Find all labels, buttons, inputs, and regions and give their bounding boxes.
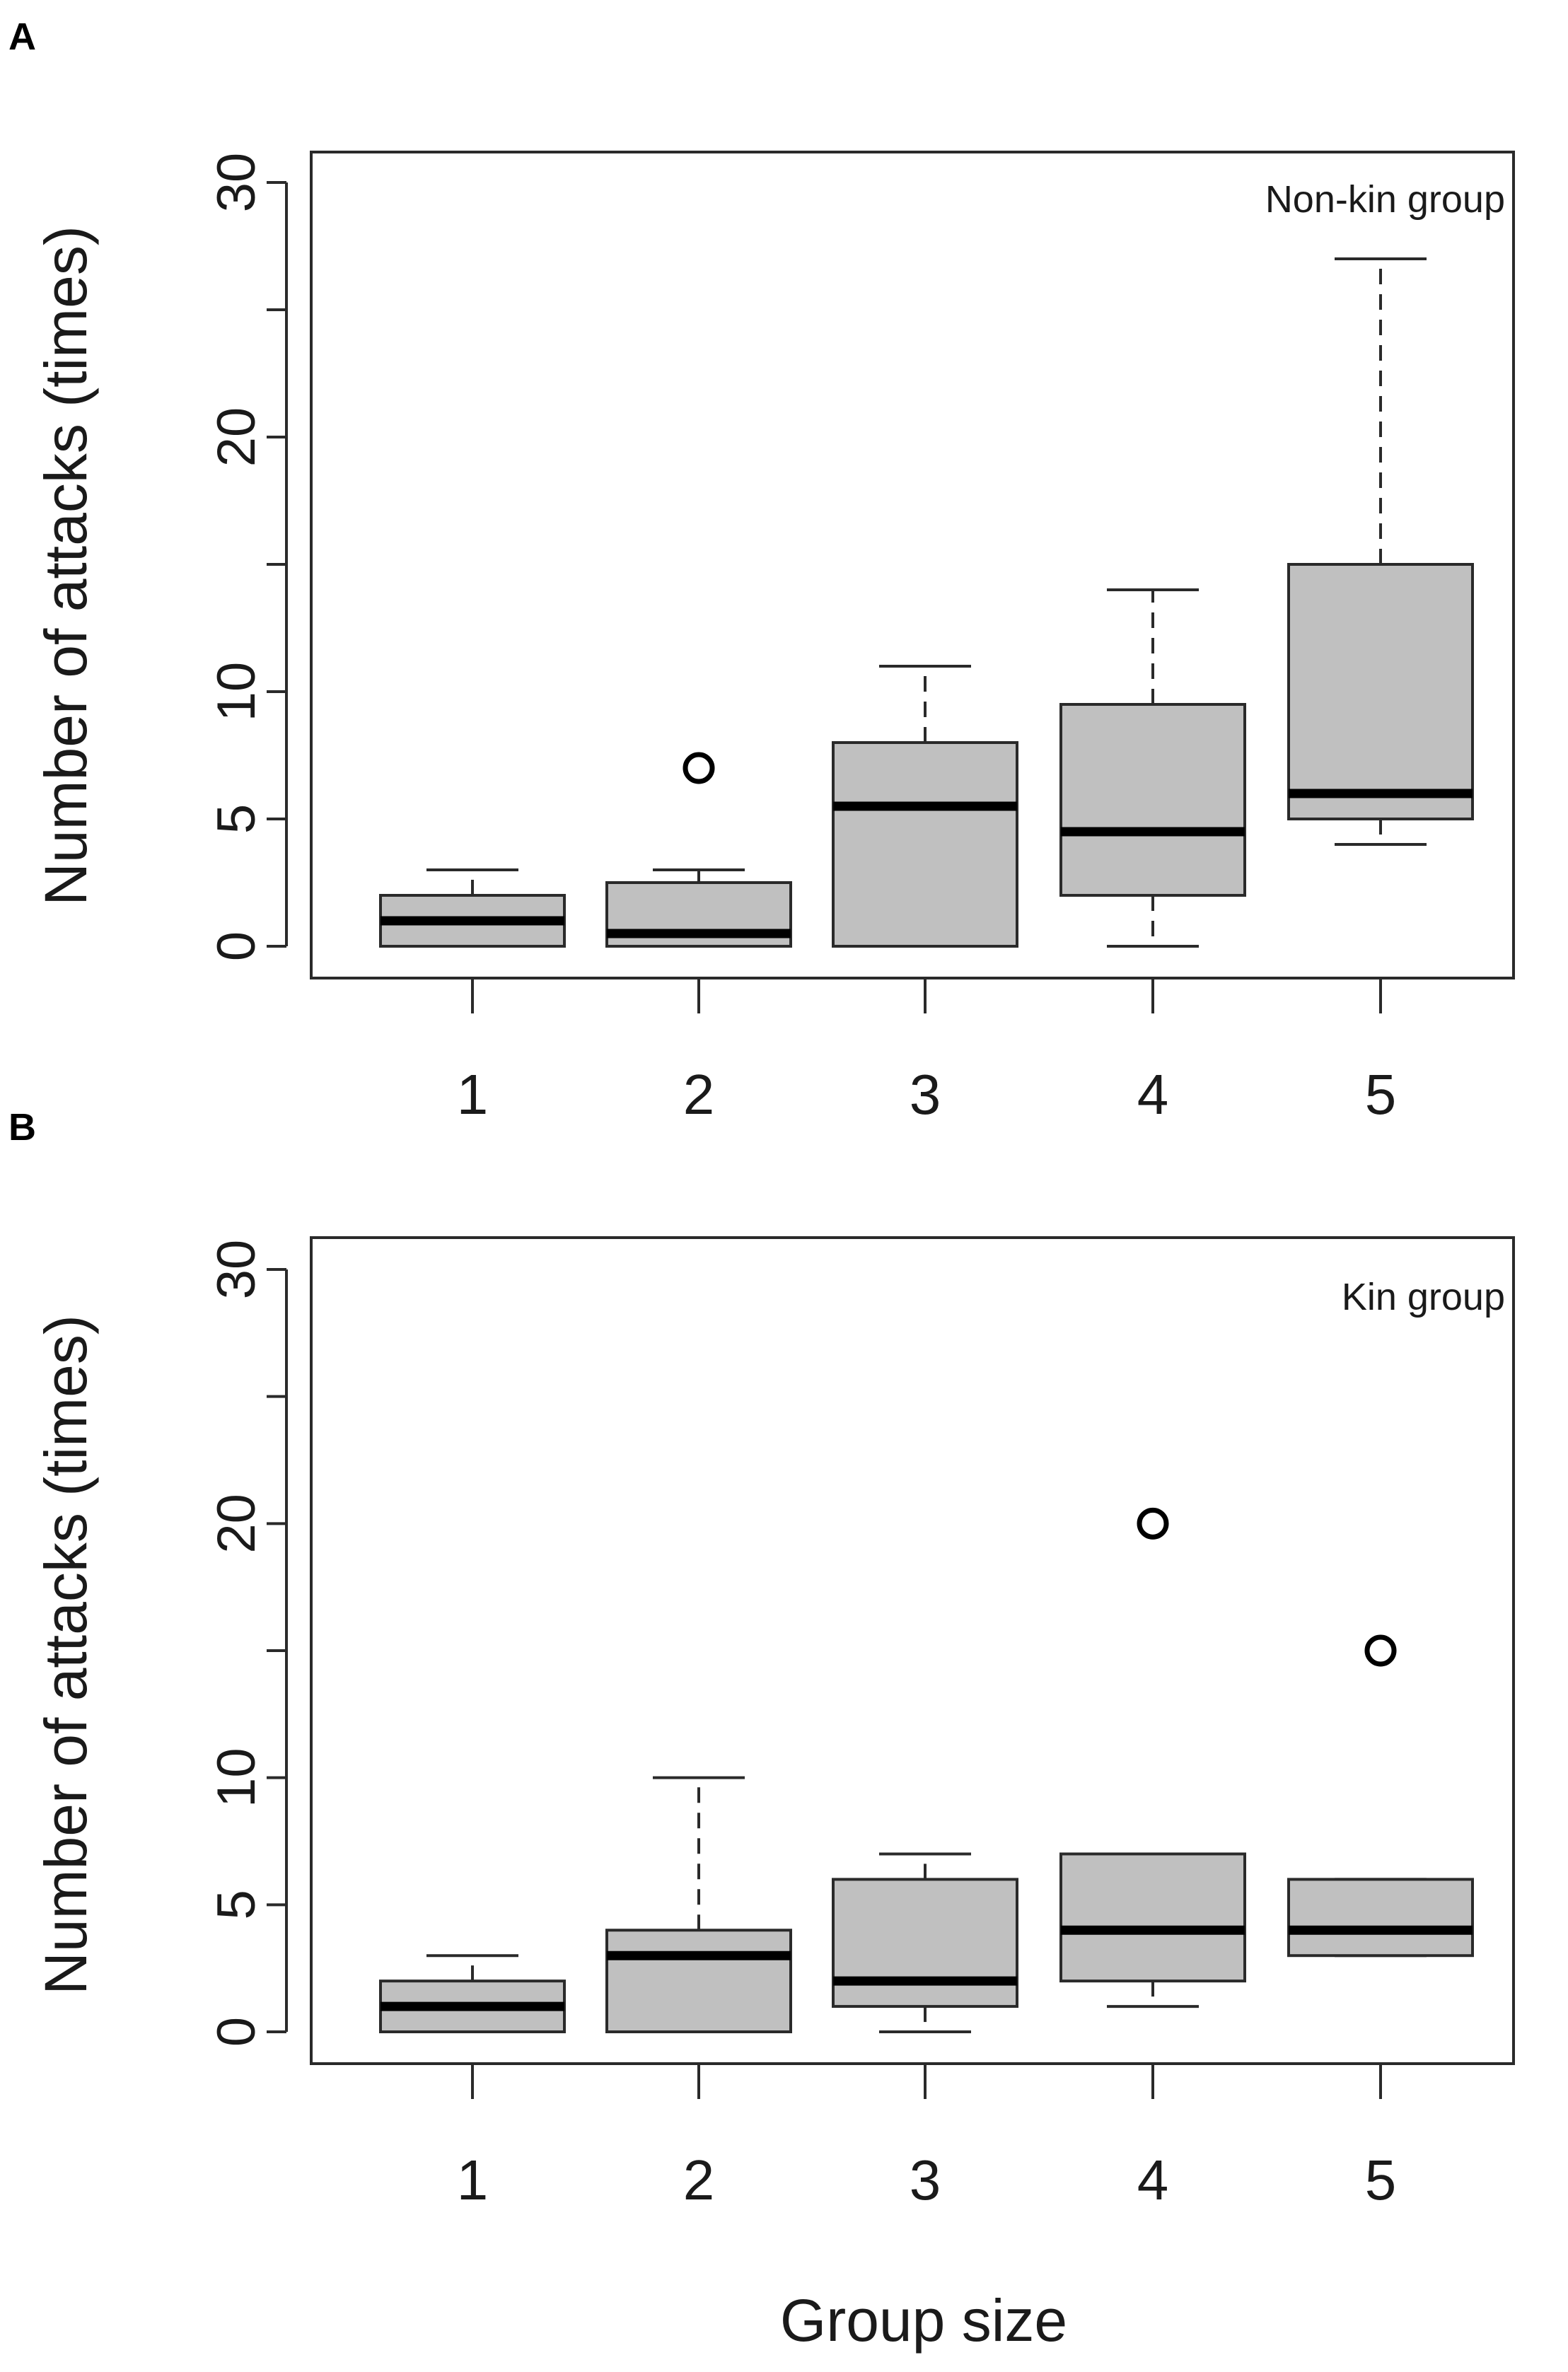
panel-a-letter: A [8, 16, 36, 58]
box [832, 741, 1018, 948]
panel-b-box-group-2 [605, 1776, 792, 2033]
panel-b-x-tick-label: 1 [457, 2149, 489, 2211]
panel-b-letter: B [8, 1106, 36, 1149]
box [605, 1929, 792, 2033]
panel-a-plot-frame [310, 151, 1515, 979]
panel-b-y-tick-label: 30 [207, 1240, 267, 1300]
panel-b-y-axis: 0 5 10 20 30 [207, 1240, 288, 2047]
panel-a-box-group-3 [832, 665, 1018, 948]
panel-b-plot-frame [310, 1236, 1515, 2065]
panel-b-x-tick-label: 5 [1365, 2149, 1397, 2211]
outlier-point [1137, 1507, 1169, 1540]
panel-a-x-axis: 1 2 3 4 5 [457, 978, 1397, 1126]
panel-a-y-tick-label: 0 [207, 931, 267, 961]
panel-a-x-tick-label: 5 [1365, 1063, 1397, 1126]
panel-b-x-axis: 1 2 3 4 5 [457, 2064, 1397, 2211]
panel-b-box-group-5 [1287, 1634, 1474, 1958]
panel-a-x-tick-label: 3 [910, 1063, 941, 1126]
box [1287, 1878, 1474, 1958]
panel-b-x-tick-label: 3 [910, 2149, 941, 2211]
box [1287, 563, 1474, 820]
panel-a-x-tick-label: 2 [683, 1063, 715, 1126]
panel-a-y-tick-label: 10 [207, 662, 267, 722]
panel-b-annotation: Kin group [1342, 1276, 1505, 1318]
panel-a-boxes [379, 257, 1474, 948]
panel-b-box-group-1 [379, 1954, 566, 2033]
outlier-point [1364, 1634, 1397, 1667]
panel-b-y-tick-label: 10 [207, 1748, 267, 1808]
panel-a-y-tick-label: 30 [207, 153, 267, 213]
panel-b-x-tick-label: 4 [1137, 2149, 1169, 2211]
panel-b-y-tick-label: 5 [207, 1890, 267, 1919]
panel-b-y-axis-title: Number of attacks (times) [33, 1315, 99, 1995]
panel-a-box-group-2 [605, 752, 792, 948]
box [1059, 1852, 1246, 1983]
panel-b-box-group-3 [832, 1852, 1018, 2033]
panel-b: B Kin group Number of attacks (times) 0 5… [8, 1106, 1515, 2211]
panel-a-y-axis-title: Number of attacks (times) [33, 226, 99, 906]
panel-a-y-tick-label: 20 [207, 407, 267, 467]
box [832, 1878, 1018, 2008]
panel-a-box-group-5 [1287, 257, 1474, 846]
panel-b-y-tick-label: 0 [207, 2017, 267, 2047]
panel-b-box-group-4 [1059, 1507, 1246, 2008]
box [1059, 703, 1246, 897]
panel-a-annotation: Non-kin group [1265, 178, 1505, 221]
x-axis-title: Group size [780, 2287, 1067, 2354]
panel-a-box-group-1 [379, 868, 566, 948]
panel-b-boxes [379, 1507, 1474, 2033]
panel-a-x-tick-label: 4 [1137, 1063, 1169, 1126]
panel-a-y-tick-label: 5 [207, 804, 267, 834]
panel-a-y-axis: 0 5 10 20 30 [207, 153, 288, 961]
panel-a-x-tick-label: 1 [457, 1063, 489, 1126]
panel-a-box-group-4 [1059, 588, 1246, 948]
panel-b-y-tick-label: 20 [207, 1494, 267, 1554]
outlier-point [683, 752, 715, 784]
panel-a: A Non-kin group Number of attacks (times… [8, 16, 1515, 1126]
panel-b-x-tick-label: 2 [683, 2149, 715, 2211]
